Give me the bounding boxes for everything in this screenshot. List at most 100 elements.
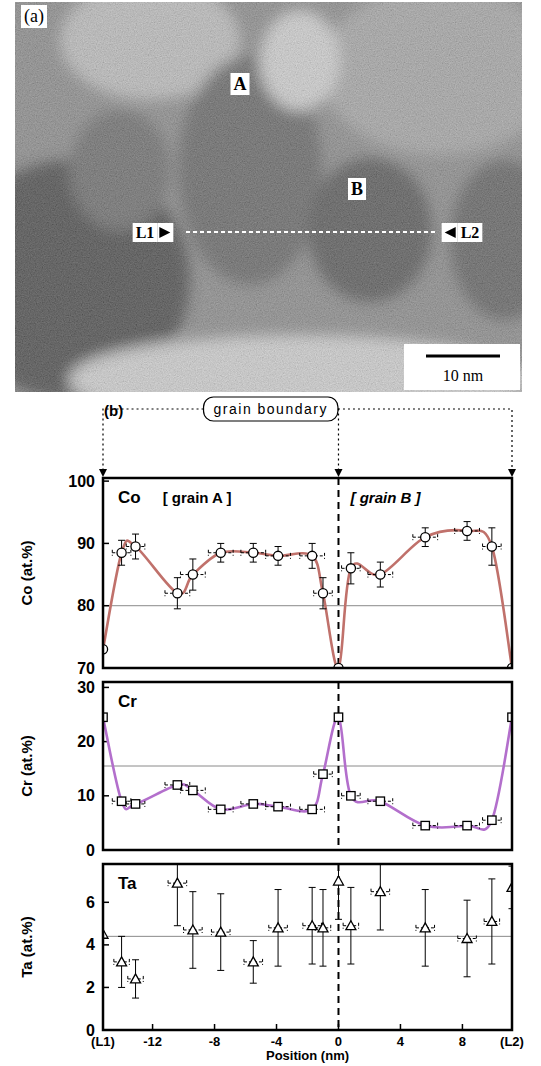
data-point <box>249 800 257 808</box>
plot-frame <box>103 682 512 850</box>
data-point <box>421 821 429 829</box>
x-tick-label: -8 <box>209 1034 221 1049</box>
data-point <box>347 792 355 800</box>
profile-panel: 0246Ta (at.%)Ta(L1)-12-8-4048(L2)Positio… <box>18 841 524 1063</box>
grain-boundary-arrow <box>103 409 204 471</box>
data-point <box>217 805 225 813</box>
data-point <box>249 548 258 557</box>
x-tick <box>462 1024 464 1030</box>
arrow-head <box>334 469 342 477</box>
data-point <box>487 916 497 925</box>
data-point <box>131 974 141 983</box>
micrograph <box>15 2 522 392</box>
data-group <box>103 522 512 668</box>
grain-boundary-line <box>337 682 339 850</box>
data-point <box>188 570 197 579</box>
reference-line <box>103 936 512 937</box>
data-point <box>376 797 384 805</box>
x-tick-label: 4 <box>397 1034 405 1049</box>
x-tick-label: -12 <box>143 1034 162 1049</box>
panel-title: Co <box>118 488 141 507</box>
data-point <box>319 770 327 778</box>
y-tick-label: 20 <box>77 733 95 750</box>
data-point <box>216 548 225 557</box>
line-label-patch <box>458 223 483 242</box>
x-tick <box>276 1024 278 1030</box>
data-point <box>308 805 316 813</box>
grain-shades <box>15 2 522 392</box>
scale-bar-label: 10 nm <box>443 367 484 384</box>
plot-frame <box>103 864 512 1030</box>
grain-label: A <box>234 74 247 94</box>
data-point <box>131 542 140 551</box>
scale-bar <box>426 355 500 358</box>
figure: (a)ABL1L210 nm(b)grain boundary708090100… <box>0 0 541 1066</box>
data-point <box>189 786 197 794</box>
data-point <box>117 797 125 805</box>
arrow-head <box>99 469 107 477</box>
data-point <box>376 570 385 579</box>
data-point <box>333 876 343 885</box>
data-point <box>334 713 342 721</box>
y-tick-label: 0 <box>86 842 95 859</box>
y-axis-title: Co (at.%) <box>18 541 35 606</box>
micrograph-ground <box>15 2 522 392</box>
data-point <box>117 957 127 966</box>
grain-boundary-box <box>204 397 338 421</box>
x-tick <box>511 1024 513 1030</box>
data-point <box>273 923 283 932</box>
data-point <box>462 933 472 942</box>
analysis-line <box>186 231 438 233</box>
data-point <box>273 551 282 560</box>
x-tick-label: (L2) <box>500 1034 524 1049</box>
x-tick-label: 0 <box>335 1034 342 1049</box>
x-tick-label: (L1) <box>91 1034 115 1049</box>
profile-panel: 708090100Co (at.%)Co[ grain A ][ grain B… <box>18 473 517 677</box>
data-point <box>173 589 182 598</box>
panel-title: Ta <box>118 874 137 893</box>
y-tick-label: 10 <box>77 787 95 804</box>
profile-curve <box>103 530 512 668</box>
data-group <box>103 864 512 998</box>
data-point <box>487 542 496 551</box>
panel-title: Cr <box>118 692 137 711</box>
x-tick <box>214 1024 216 1030</box>
reference-line <box>103 766 512 767</box>
line-label: L2 <box>461 224 480 241</box>
reference-line <box>103 605 512 606</box>
data-point <box>318 923 328 932</box>
data-point <box>375 887 385 896</box>
arrow <box>445 227 456 238</box>
grain-boundary-line <box>337 478 339 668</box>
grain-boundary-arrow <box>337 409 339 471</box>
profile-curve <box>103 717 512 830</box>
data-point <box>420 923 430 932</box>
panel-label-a-patch <box>21 5 47 28</box>
data-point <box>318 589 327 598</box>
y-tick-label: 80 <box>77 597 95 614</box>
grain-label-patch <box>231 73 250 95</box>
data-point <box>421 533 430 542</box>
y-tick-label: 2 <box>86 979 95 996</box>
y-tick-label: 90 <box>77 535 95 552</box>
data-point <box>216 927 226 936</box>
data-point <box>346 921 356 930</box>
y-tick-label: 6 <box>86 894 95 911</box>
y-axis-title: Ta (at.%) <box>18 916 35 977</box>
micrograph-texture <box>15 2 522 392</box>
grain-annotation: [ grain B ] <box>349 489 421 506</box>
y-tick-label: 100 <box>68 473 95 490</box>
page: { "micrograph": {"panel_label": "(a)", "… <box>0 0 541 1066</box>
panel-label-a: (a) <box>24 6 44 27</box>
grain-boundary-arrow <box>338 409 512 471</box>
profile-panel: 0102030Cr (at.%)Cr <box>18 679 516 859</box>
grain-boundary-label: grain boundary <box>214 401 328 417</box>
y-axis-title: Cr (at.%) <box>18 735 35 797</box>
line-label: L1 <box>136 224 155 241</box>
data-point <box>248 957 258 966</box>
data-point <box>172 878 182 887</box>
x-axis-title: Position (nm) <box>266 1048 349 1063</box>
data-point <box>274 802 282 810</box>
y-error-bar <box>377 864 384 930</box>
x-tick <box>400 1024 402 1030</box>
